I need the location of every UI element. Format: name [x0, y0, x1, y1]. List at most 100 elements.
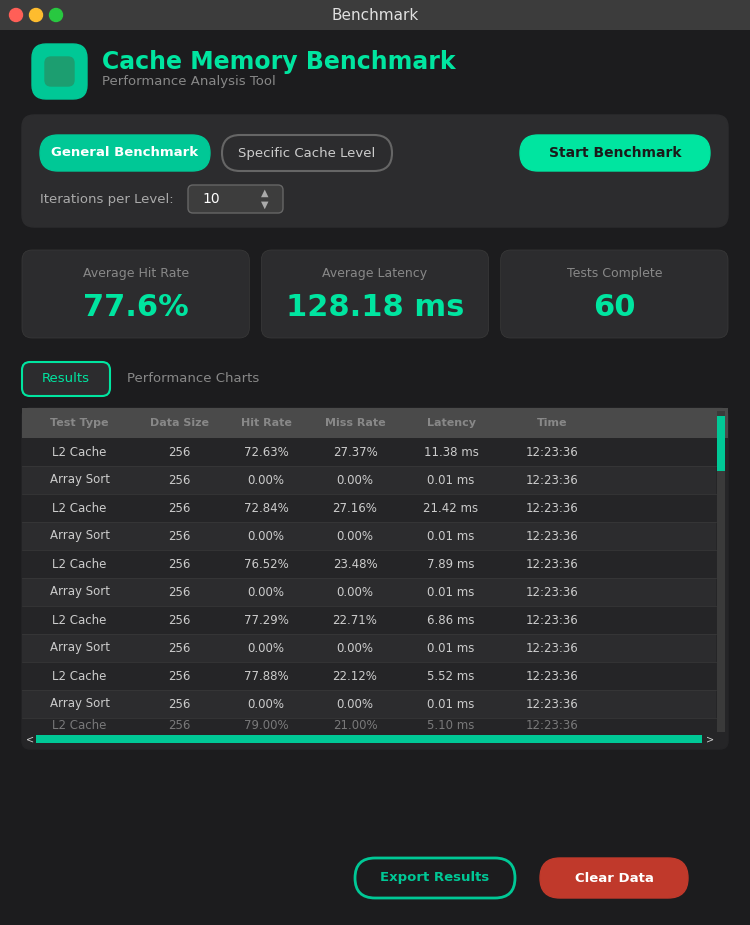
Text: 7.89 ms: 7.89 ms [427, 558, 475, 571]
Text: L2 Cache: L2 Cache [53, 670, 106, 683]
Text: L2 Cache: L2 Cache [53, 446, 106, 459]
FancyBboxPatch shape [22, 408, 728, 749]
Text: 256: 256 [168, 719, 190, 732]
Text: 72.63%: 72.63% [244, 446, 288, 459]
Text: 77.88%: 77.88% [244, 670, 288, 683]
Text: Cache Memory Benchmark: Cache Memory Benchmark [102, 50, 455, 74]
Bar [22, 522, 716, 550]
Text: 12:23:36: 12:23:36 [526, 586, 578, 598]
Bar [22, 438, 716, 466]
Text: Average Latency: Average Latency [322, 267, 428, 280]
Text: 12:23:36: 12:23:36 [526, 670, 578, 683]
Text: Tests Complete: Tests Complete [566, 267, 662, 280]
Text: Hit Rate: Hit Rate [241, 418, 292, 428]
Text: Export Results: Export Results [380, 871, 490, 884]
Bar [22, 494, 716, 522]
Text: Data Size: Data Size [150, 418, 209, 428]
FancyBboxPatch shape [355, 858, 515, 898]
Text: 76.52%: 76.52% [244, 558, 288, 571]
Text: 0.00%: 0.00% [248, 474, 284, 487]
Text: Performance Charts: Performance Charts [127, 373, 260, 386]
FancyBboxPatch shape [22, 250, 249, 338]
Text: Array Sort: Array Sort [50, 529, 110, 542]
Text: 0.00%: 0.00% [337, 586, 374, 598]
Text: 128.18 ms: 128.18 ms [286, 293, 464, 323]
Text: 12:23:36: 12:23:36 [526, 719, 578, 732]
Text: 22.71%: 22.71% [332, 613, 377, 626]
Text: 12:23:36: 12:23:36 [526, 501, 578, 514]
FancyBboxPatch shape [188, 185, 283, 213]
Bar [22, 606, 716, 634]
Text: >: > [706, 734, 714, 744]
FancyBboxPatch shape [22, 362, 110, 396]
Text: 27.37%: 27.37% [333, 446, 377, 459]
Text: 12:23:36: 12:23:36 [526, 558, 578, 571]
Text: 12:23:36: 12:23:36 [526, 446, 578, 459]
Text: 0.00%: 0.00% [337, 529, 374, 542]
FancyBboxPatch shape [222, 135, 392, 171]
Text: L2 Cache: L2 Cache [53, 719, 106, 732]
Text: 10: 10 [202, 192, 220, 206]
Text: Average Hit Rate: Average Hit Rate [82, 267, 189, 280]
Text: 0.01 ms: 0.01 ms [427, 529, 475, 542]
FancyBboxPatch shape [501, 250, 728, 338]
Text: 77.29%: 77.29% [244, 613, 289, 626]
Text: 60: 60 [593, 293, 635, 323]
Text: L2 Cache: L2 Cache [53, 613, 106, 626]
Text: 21.42 ms: 21.42 ms [424, 501, 478, 514]
Bar [22, 550, 716, 578]
Text: Performance Analysis Tool: Performance Analysis Tool [102, 76, 276, 89]
Text: 256: 256 [168, 613, 190, 626]
Text: Time: Time [537, 418, 567, 428]
FancyBboxPatch shape [540, 858, 688, 898]
Text: 79.00%: 79.00% [244, 719, 288, 732]
Text: 256: 256 [168, 529, 190, 542]
FancyBboxPatch shape [520, 135, 710, 171]
Text: 6.86 ms: 6.86 ms [427, 613, 475, 626]
Text: Clear Data: Clear Data [574, 871, 653, 884]
Text: L2 Cache: L2 Cache [53, 501, 106, 514]
Text: 256: 256 [168, 586, 190, 598]
Text: 12:23:36: 12:23:36 [526, 642, 578, 655]
Bar [22, 466, 716, 494]
Bar [717, 416, 725, 471]
Text: 72.84%: 72.84% [244, 501, 288, 514]
Bar [0, 0, 750, 30]
Text: 256: 256 [168, 697, 190, 710]
Text: Array Sort: Array Sort [50, 586, 110, 598]
Text: 77.6%: 77.6% [82, 293, 188, 323]
Text: Benchmark: Benchmark [332, 7, 419, 22]
Text: Array Sort: Array Sort [50, 697, 110, 710]
Bar [22, 718, 716, 733]
Text: 0.01 ms: 0.01 ms [427, 586, 475, 598]
Text: 256: 256 [168, 558, 190, 571]
Text: Array Sort: Array Sort [50, 642, 110, 655]
Text: Iterations per Level:: Iterations per Level: [40, 192, 173, 205]
FancyBboxPatch shape [261, 250, 489, 338]
Bar [22, 408, 728, 438]
Text: 12:23:36: 12:23:36 [526, 529, 578, 542]
Text: 0.00%: 0.00% [337, 474, 374, 487]
Bar [36, 735, 702, 743]
Text: 11.38 ms: 11.38 ms [424, 446, 478, 459]
Circle shape [29, 8, 43, 21]
Text: 0.00%: 0.00% [248, 529, 284, 542]
Bar [22, 634, 716, 662]
Text: 5.52 ms: 5.52 ms [427, 670, 475, 683]
Text: 256: 256 [168, 642, 190, 655]
Text: 0.01 ms: 0.01 ms [427, 697, 475, 710]
Text: Results: Results [42, 373, 90, 386]
Text: ▼: ▼ [261, 200, 268, 210]
Text: Test Type: Test Type [50, 418, 109, 428]
Text: 0.00%: 0.00% [337, 642, 374, 655]
Text: 0.00%: 0.00% [248, 586, 284, 598]
Text: 0.00%: 0.00% [248, 697, 284, 710]
Text: 0.01 ms: 0.01 ms [427, 474, 475, 487]
Text: L2 Cache: L2 Cache [53, 558, 106, 571]
Text: 256: 256 [168, 501, 190, 514]
Text: 23.48%: 23.48% [333, 558, 377, 571]
Text: ▲: ▲ [261, 188, 268, 198]
Bar [717, 411, 725, 732]
Text: 0.00%: 0.00% [248, 642, 284, 655]
Text: 0.01 ms: 0.01 ms [427, 642, 475, 655]
